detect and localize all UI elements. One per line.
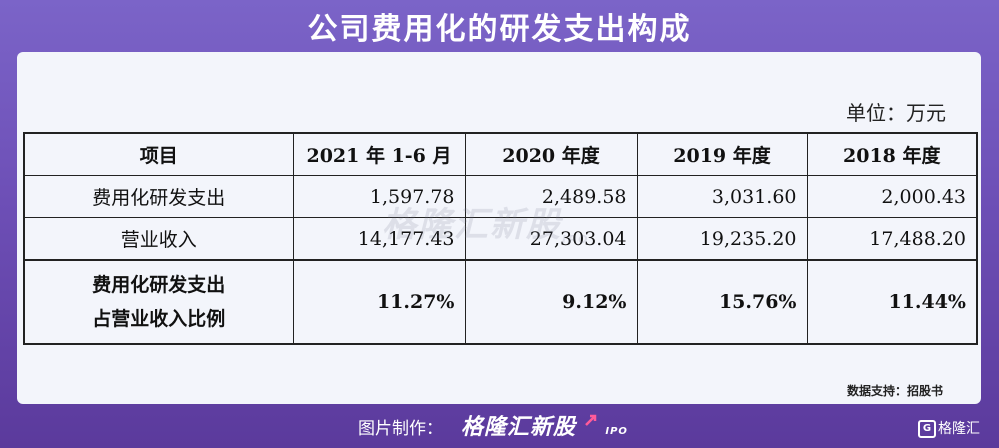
data-source: 数据支持：招股书 (846, 384, 943, 398)
table-cell: 2,000.43 (806, 175, 978, 218)
table-cell: 3,031.60 (636, 175, 808, 218)
row-label: 营业收入 (23, 217, 294, 261)
column-header: 2021 年 1-6 月 (292, 132, 466, 176)
rd-expense-table: 项目 2021 年 1-6 月 2020 年度 2019 年度 2018 年度 … (23, 132, 978, 345)
row-label-line: 占营业收入比例 (92, 308, 226, 330)
footer: 图片制作： 格隆汇新股 IPO G 格隆汇 (0, 414, 999, 444)
table-row: 费用化研发支出 1,597.78 2,489.58 3,031.60 2,000… (23, 175, 978, 218)
credit-logo-suffix: IPO (605, 426, 628, 437)
content-card: 单位：万元 项目 2021 年 1-6 月 2020 年度 2019 年度 20… (17, 52, 981, 404)
table-cell: 14,177.43 (292, 217, 466, 261)
credit-logo-text: 格隆汇新股 (461, 415, 577, 440)
column-header: 2018 年度 (806, 132, 978, 176)
table-cell: 27,303.04 (464, 217, 638, 261)
table-cell: 11.44% (806, 259, 978, 345)
brand-mark: G 格隆汇 (918, 420, 980, 438)
row-label-line: 费用化研发支出 (92, 274, 226, 296)
table-cell: 11.27% (292, 259, 466, 345)
row-label: 费用化研发支出 占营业收入比例 (23, 259, 294, 345)
table-cell: 15.76% (636, 259, 808, 345)
table-cell: 2,489.58 (464, 175, 638, 218)
table-header-row: 项目 2021 年 1-6 月 2020 年度 2019 年度 2018 年度 (23, 132, 978, 176)
credit-label: 图片制作： (358, 419, 443, 439)
brand-logo-icon: G (918, 420, 936, 438)
table-cell: 19,235.20 (636, 217, 808, 261)
brand-name: 格隆汇 (938, 421, 980, 437)
row-label: 费用化研发支出 (23, 175, 294, 218)
column-header: 2020 年度 (464, 132, 638, 176)
table-row: 营业收入 14,177.43 27,303.04 19,235.20 17,48… (23, 217, 978, 261)
unit-label: 单位：万元 (846, 101, 946, 125)
column-header: 2019 年度 (636, 132, 808, 176)
table-cell: 9.12% (464, 259, 638, 345)
credit-logo: 格隆汇新股 IPO (461, 413, 628, 447)
column-header: 项目 (23, 132, 294, 176)
arrow-up-right-icon (584, 414, 596, 426)
table-cell: 1,597.78 (292, 175, 466, 218)
page-title: 公司费用化的研发支出构成 (307, 12, 692, 47)
table-cell: 17,488.20 (806, 217, 978, 261)
table-row: 费用化研发支出 占营业收入比例 11.27% 9.12% 15.76% 11.4… (23, 259, 978, 345)
